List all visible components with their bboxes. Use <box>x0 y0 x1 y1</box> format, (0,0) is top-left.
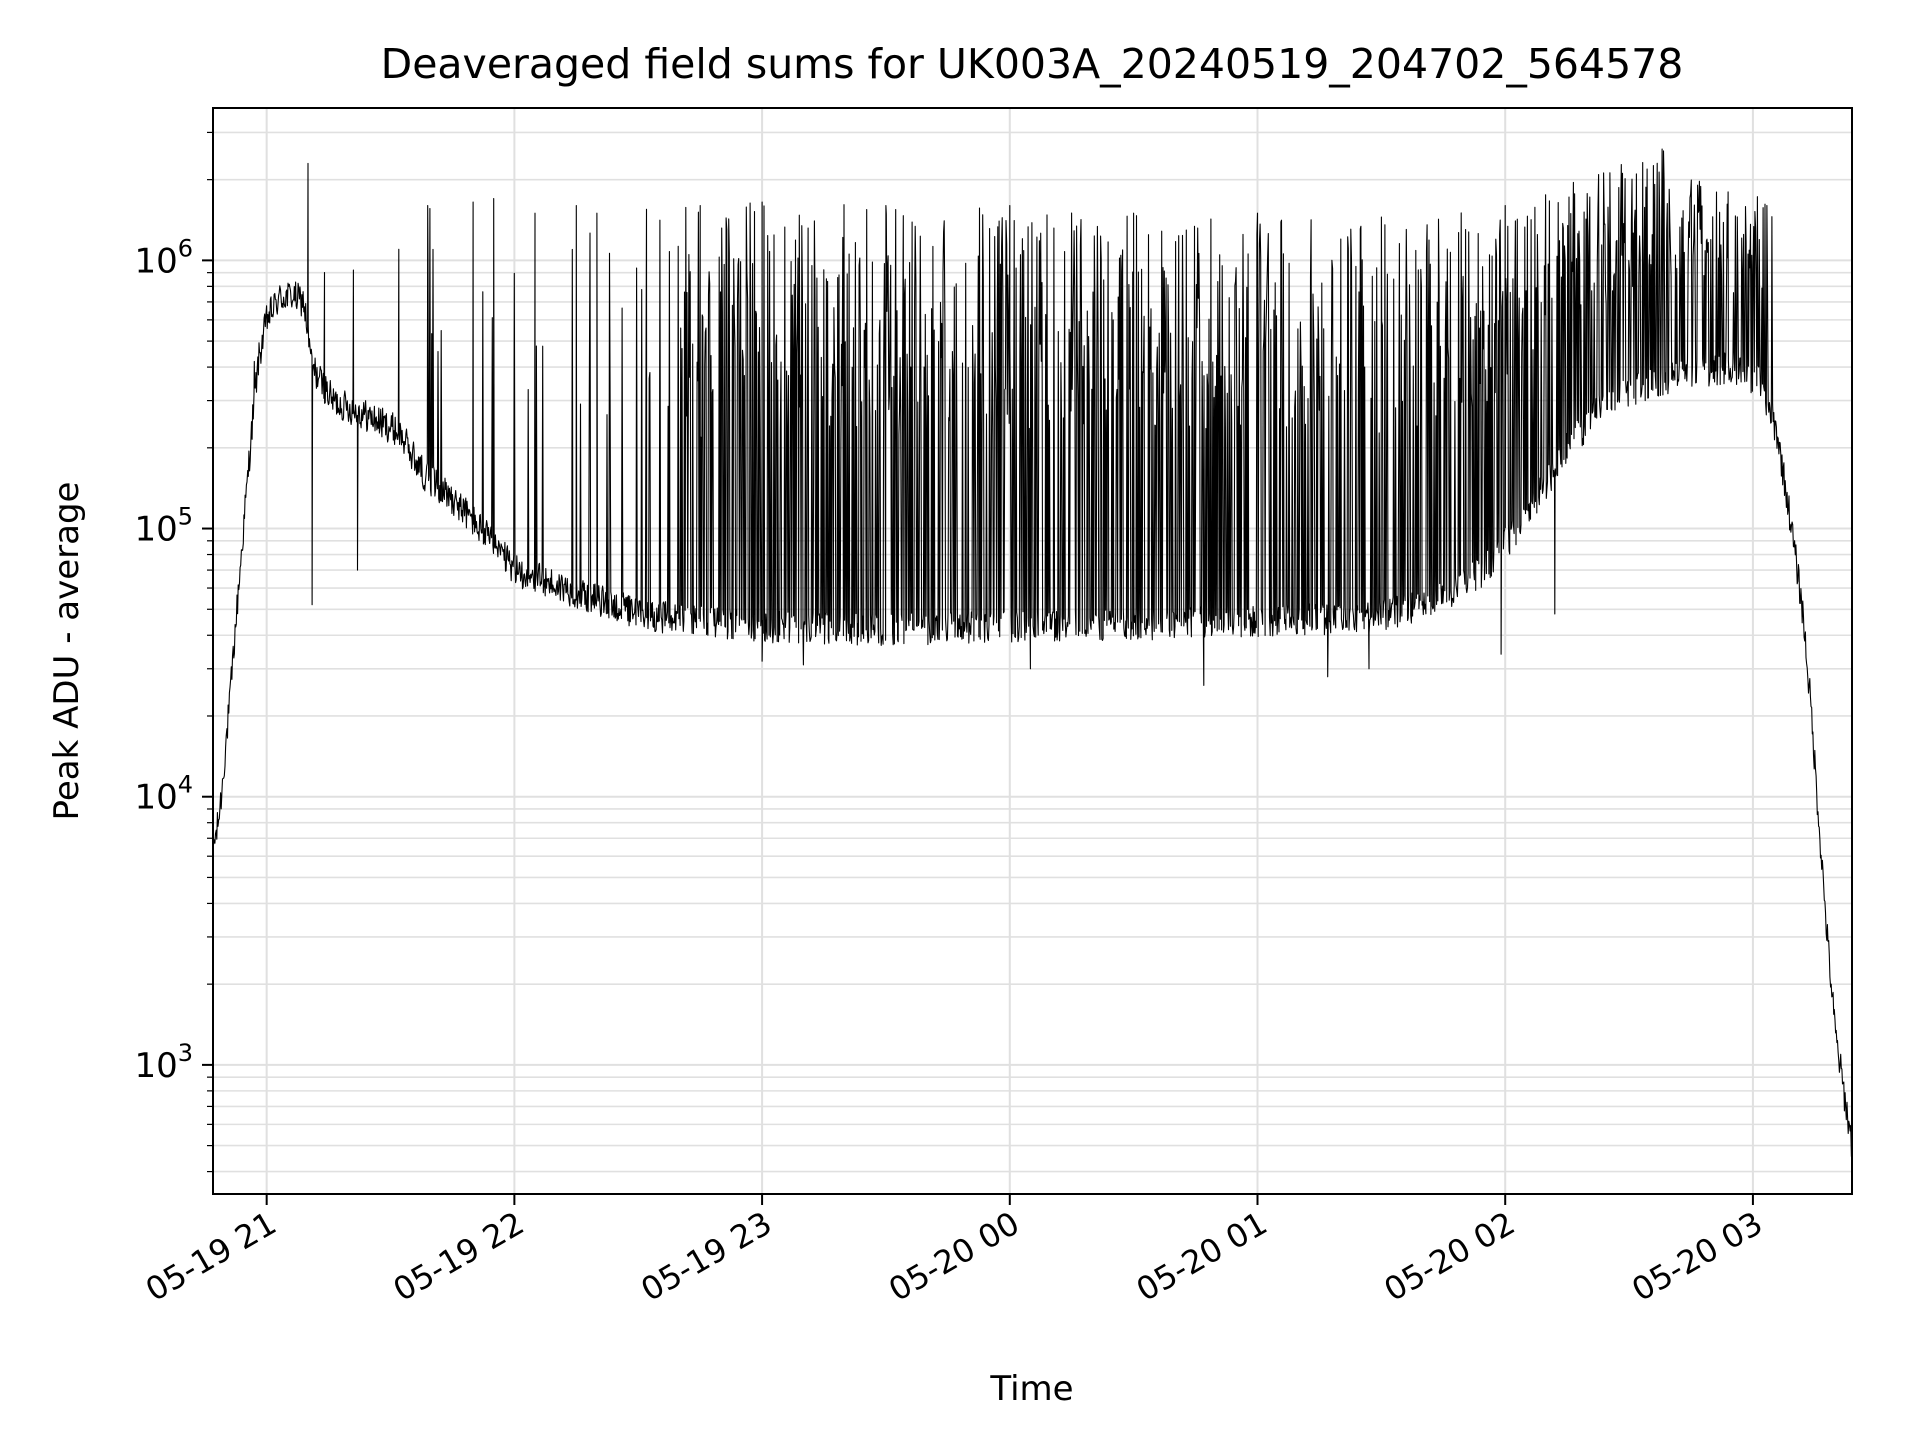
tick-marks <box>202 131 1754 1205</box>
y-tick-label: 104 <box>134 771 193 818</box>
plot-frame <box>212 107 1853 1195</box>
series-line <box>212 148 1853 1158</box>
x-axis-label: Time <box>989 1369 1073 1409</box>
y-tick-labels: 103 104 105 106 <box>134 234 193 1086</box>
series-layer <box>212 148 1853 1158</box>
y-tick-label: 103 <box>134 1039 193 1086</box>
y-tick-label: 105 <box>134 503 193 550</box>
chart-title: Deaveraged field sums for UK003A_2024051… <box>381 40 1684 88</box>
y-tick-label: 106 <box>134 234 193 281</box>
y-axis-label: Peak ADU - average <box>47 482 87 821</box>
